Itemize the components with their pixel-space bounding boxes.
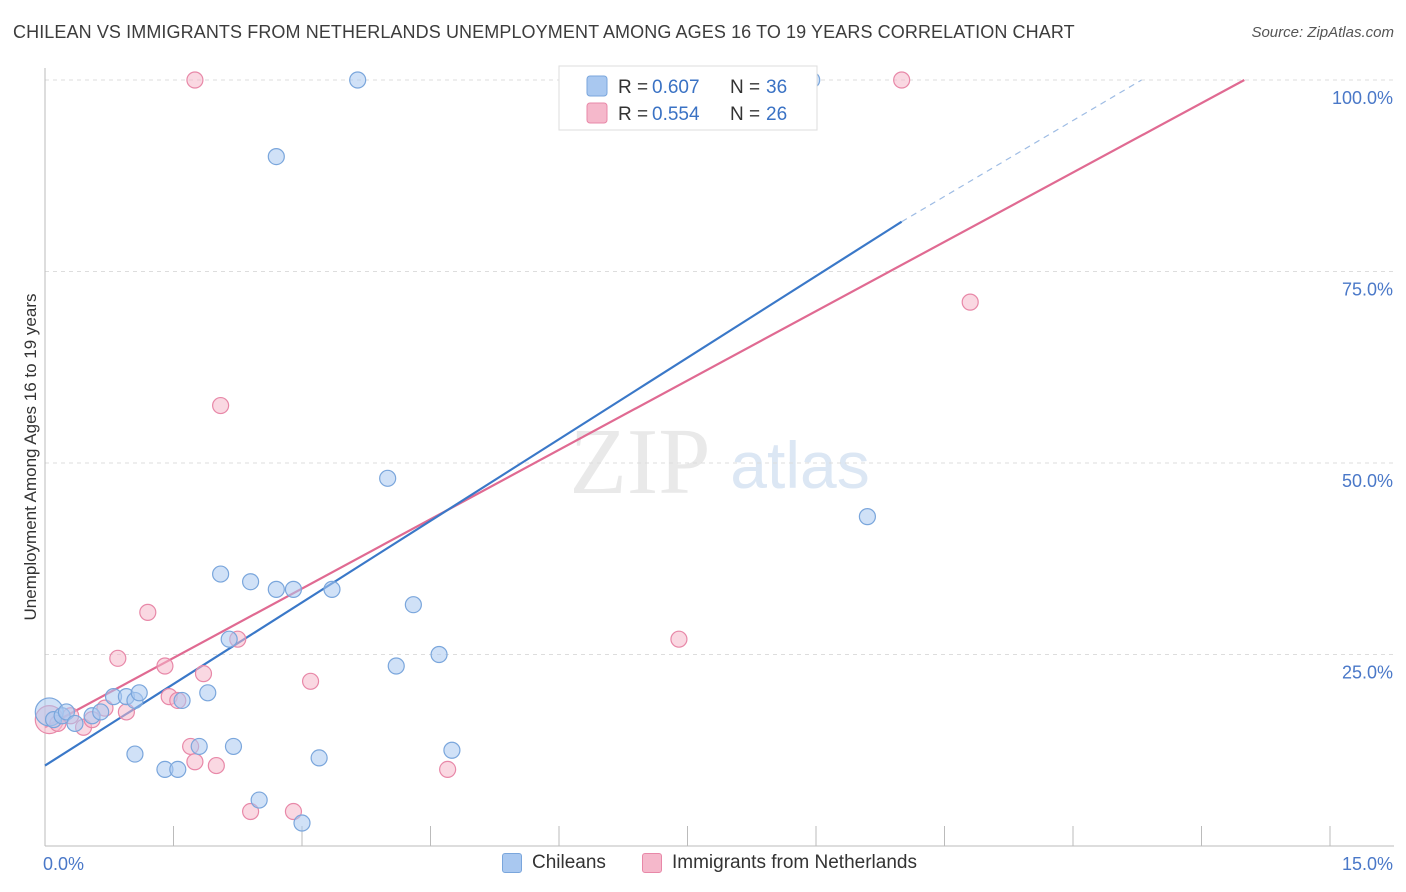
- point-netherlands: [242, 802, 260, 821]
- axes: [44, 68, 1394, 847]
- trend-line-chileans: [44, 220, 903, 767]
- point-netherlands: [109, 649, 127, 667]
- legend-r-label: R =: [618, 104, 648, 125]
- point-chileans: [379, 469, 397, 487]
- point-chileans: [242, 573, 260, 591]
- point-chileans: [284, 580, 303, 598]
- legend-swatch-netherlands: [586, 102, 608, 124]
- y-tick-label: 50.0%: [1342, 471, 1393, 491]
- trend-lines: [44, 79, 1245, 767]
- point-chileans: [220, 630, 238, 648]
- watermark: ZIP atlas: [570, 410, 870, 514]
- bottom-legend-swatch-netherlands: [642, 853, 662, 873]
- point-netherlands: [439, 760, 457, 779]
- point-chileans: [323, 580, 341, 598]
- bottom-legend-swatch-chileans: [502, 853, 522, 873]
- trend-line-chileans-extension: [901, 79, 1142, 223]
- point-chileans: [404, 596, 422, 614]
- chart-title: CHILEAN VS IMMIGRANTS FROM NETHERLANDS U…: [13, 22, 1075, 42]
- legend-n-value: 26: [766, 104, 787, 125]
- point-netherlands: [212, 396, 230, 415]
- legend-r-value: 0.554: [652, 104, 700, 125]
- point-netherlands: [139, 603, 157, 621]
- legend-n-value: 36: [766, 77, 787, 98]
- point-chileans: [267, 148, 285, 166]
- point-chileans: [430, 645, 448, 664]
- point-netherlands: [207, 756, 225, 775]
- point-chileans: [267, 580, 285, 598]
- watermark-zip: ZIP: [570, 410, 711, 514]
- tick-labels: 100.0% 75.0% 50.0% 25.0% 0.0% 15.0% Unemployme…: [21, 88, 1393, 874]
- bottom-legend-chileans: Chileans: [502, 852, 606, 874]
- point-chileans: [310, 749, 328, 767]
- y-tick-label: 75.0%: [1342, 280, 1393, 300]
- point-chileans: [199, 684, 217, 702]
- watermark-atlas: atlas: [730, 428, 869, 502]
- point-chileans: [224, 737, 243, 756]
- point-chileans: [57, 703, 76, 721]
- y-axis-title: Unemployment Among Ages 16 to 19 years: [21, 294, 40, 621]
- point-netherlands: [893, 71, 911, 89]
- point-chileans: [858, 508, 877, 526]
- legend-n-label: N =: [730, 77, 760, 98]
- point-netherlands: [156, 657, 174, 675]
- bottom-legend-label-chileans: Chileans: [532, 852, 606, 873]
- point-netherlands: [186, 71, 204, 89]
- point-chileans: [66, 714, 84, 733]
- points: [34, 71, 979, 832]
- y-tick-label: 100.0%: [1332, 88, 1393, 108]
- bottom-legend-netherlands: Immigrants from Netherlands: [642, 852, 917, 874]
- bottom-legend-label-netherlands: Immigrants from Netherlands: [672, 852, 917, 873]
- point-chileans: [126, 745, 144, 763]
- point-chileans: [173, 691, 191, 710]
- legend-swatch-chileans: [586, 75, 608, 97]
- legend-r-value: 0.607: [652, 77, 700, 98]
- bottom-legend: Chileans Immigrants from Netherlands: [0, 848, 1406, 880]
- y-tick-label: 25.0%: [1342, 663, 1393, 683]
- legend-box: R = 0.607 N = 36 R = 0.554 N = 26: [558, 65, 818, 131]
- point-netherlands: [284, 802, 303, 821]
- point-chileans: [130, 684, 148, 702]
- x-tick-label: 15.0%: [1342, 854, 1393, 874]
- point-chileans: [387, 657, 405, 675]
- legend-n-label: N =: [730, 104, 760, 125]
- x-tick-label: 0.0%: [43, 854, 84, 874]
- point-netherlands: [670, 630, 688, 648]
- point-chileans: [169, 760, 187, 779]
- point-netherlands: [961, 293, 979, 311]
- point-netherlands: [301, 672, 320, 690]
- grid: [45, 79, 1394, 655]
- point-chileans: [349, 71, 367, 89]
- point-chileans: [190, 737, 208, 756]
- trend-line-netherlands: [44, 79, 1245, 729]
- point-chileans: [250, 791, 268, 809]
- point-chileans: [92, 703, 110, 721]
- point-netherlands: [194, 665, 213, 683]
- point-chileans: [212, 565, 230, 583]
- point-netherlands: [186, 753, 204, 771]
- point-chileans: [293, 814, 311, 832]
- point-chileans: [443, 741, 461, 759]
- source-label: Source: ZipAtlas.com: [1251, 24, 1394, 41]
- legend-r-label: R =: [618, 77, 648, 98]
